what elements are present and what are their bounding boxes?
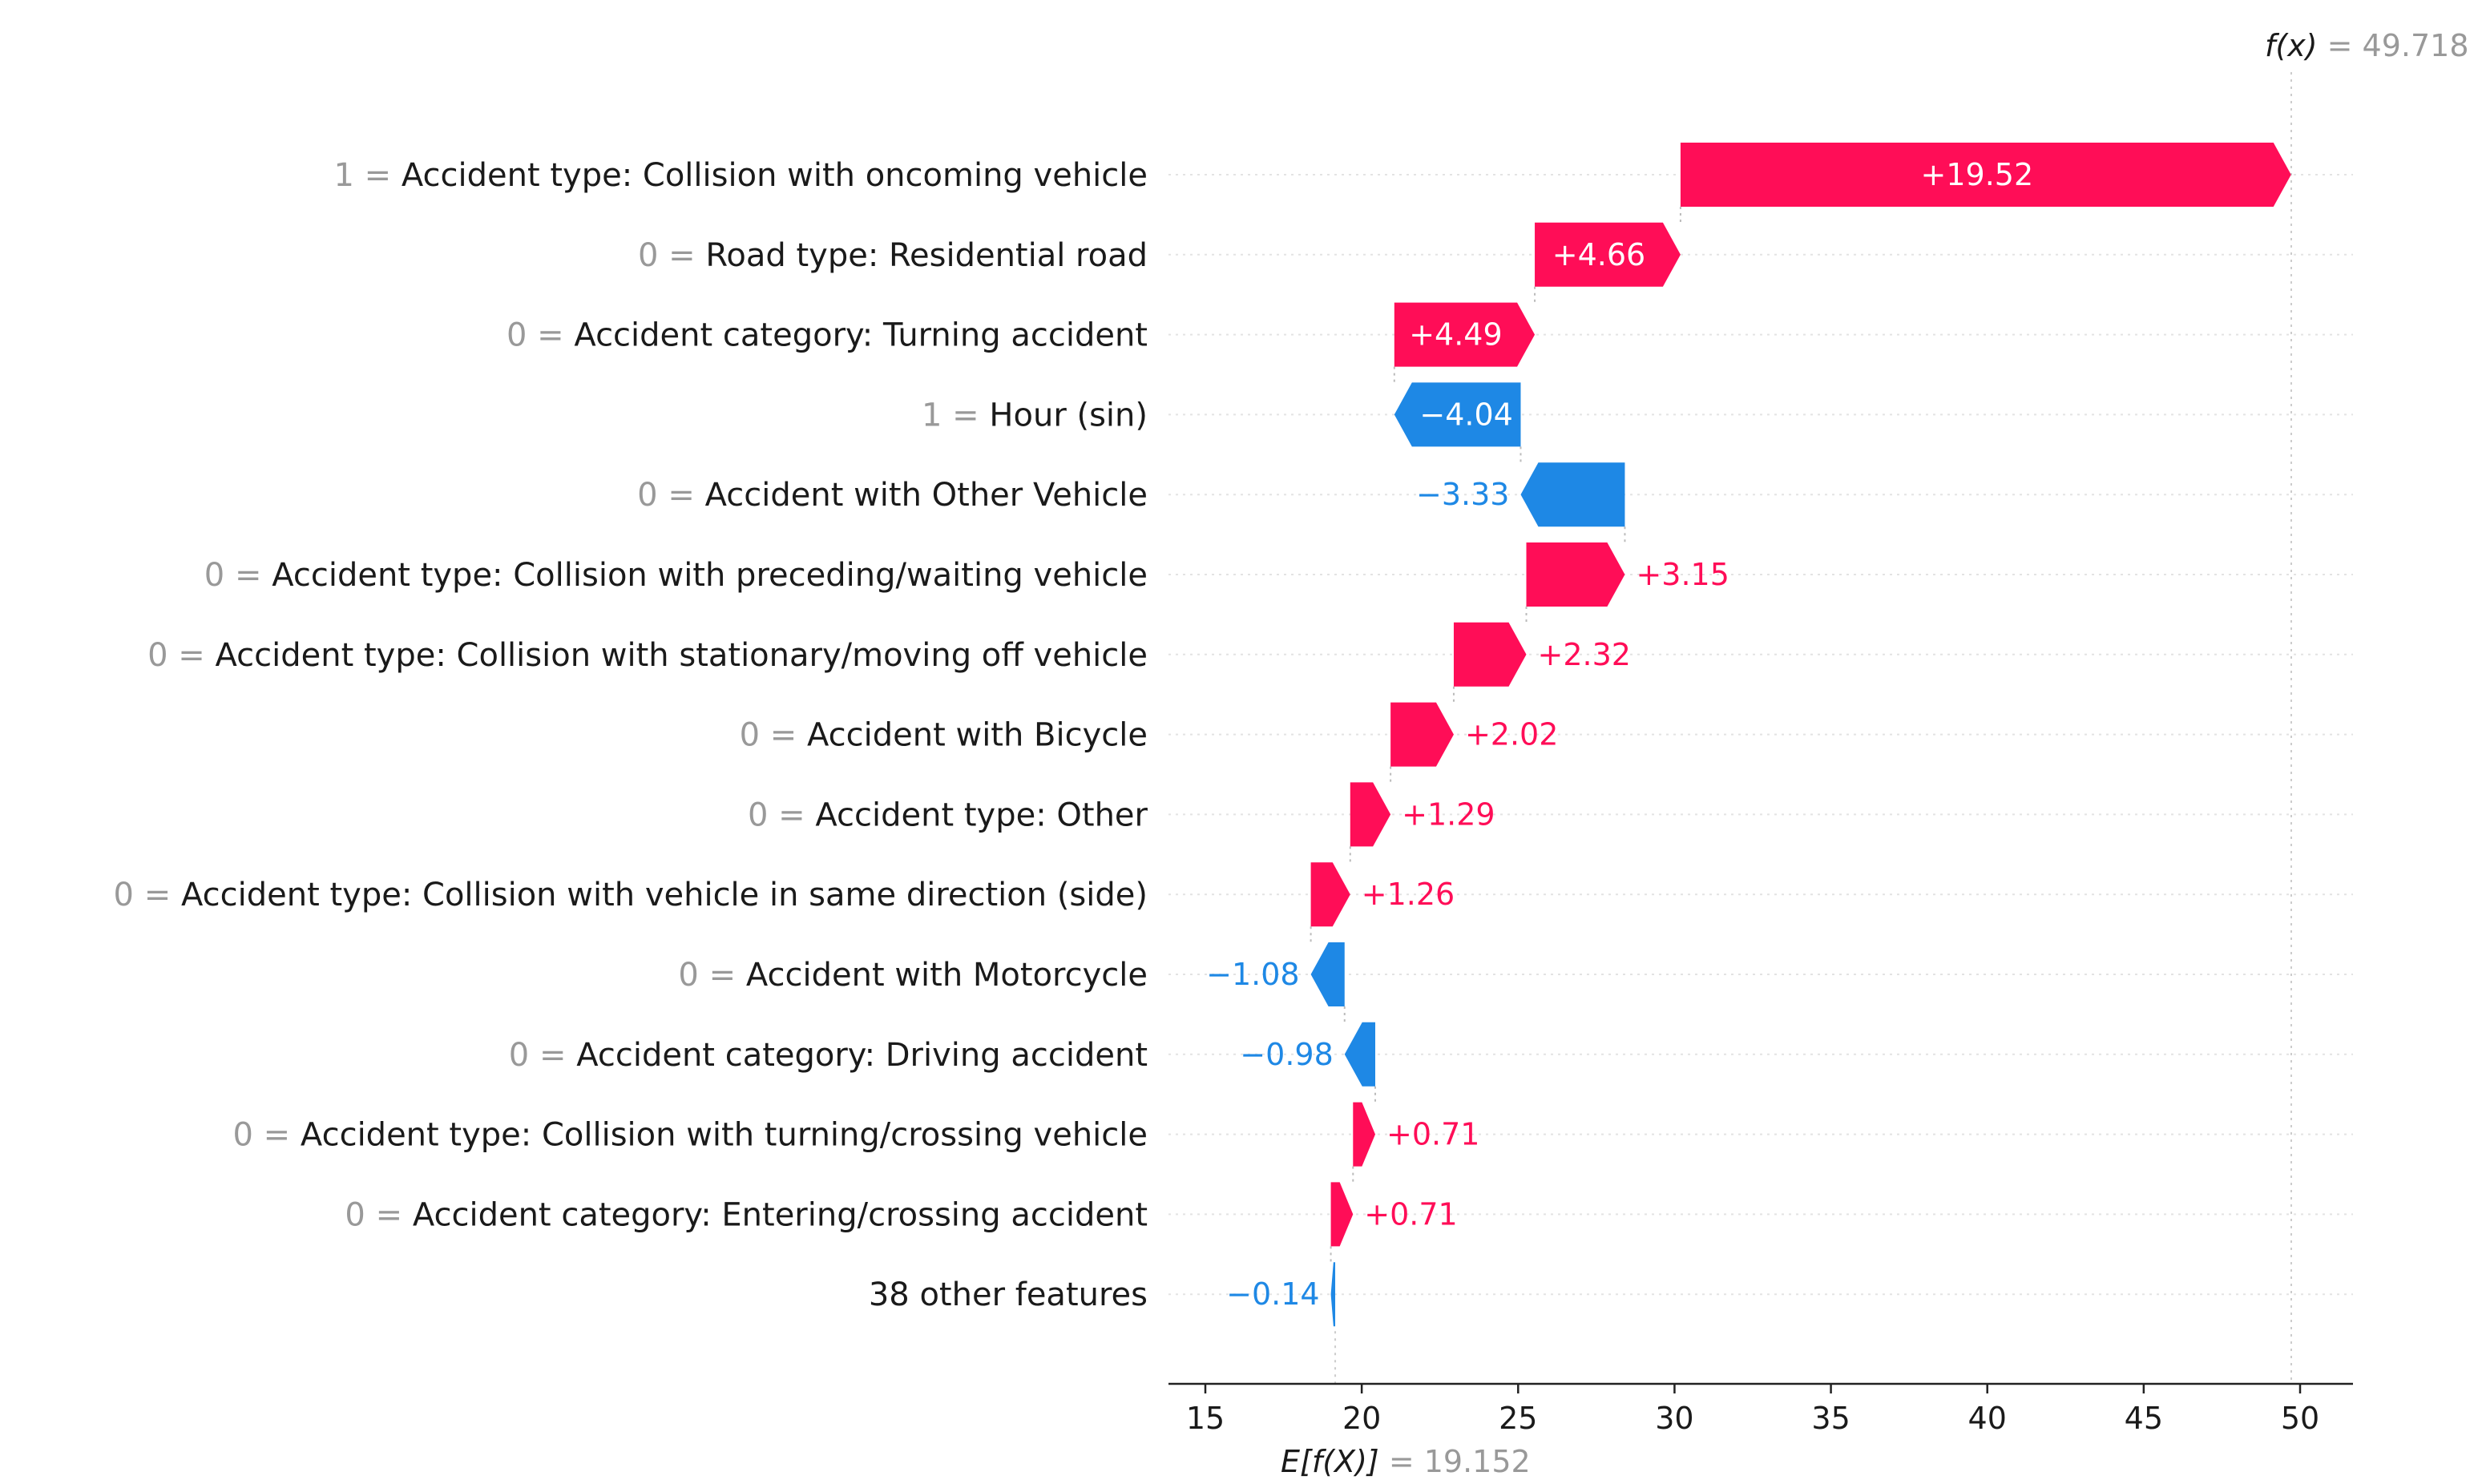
bar-value-label: −1.08 — [1206, 957, 1299, 992]
shap-bar — [1330, 1182, 1354, 1247]
base-value-label: E[f(X)] — [1281, 1444, 1389, 1479]
feature-label: 1 = Accident type: Collision with oncomi… — [333, 157, 1148, 194]
feature-label: 0 = Road type: Residential road — [638, 237, 1148, 274]
feature-name: Hour (sin) — [989, 397, 1148, 434]
feature-value: 0 = — [740, 717, 807, 754]
shap-bar — [1680, 143, 2291, 207]
feature-name: 38 other features — [869, 1276, 1148, 1313]
output-value-text: = 49.718 — [2327, 28, 2469, 63]
shap-bar — [1353, 1102, 1376, 1167]
feature-value: 0 = — [638, 237, 705, 274]
x-tick-label: 30 — [1655, 1401, 1693, 1436]
feature-value: 0 = — [678, 957, 745, 994]
bar-value-label: +1.26 — [1362, 877, 1455, 912]
shap-bar — [1310, 942, 1345, 1006]
x-tick-label: 40 — [1968, 1401, 2007, 1436]
output-annotation: f(x) = 49.718 — [2265, 28, 2469, 63]
feature-label: 0 = Accident type: Collision with preced… — [204, 557, 1148, 594]
feature-value: 0 = — [233, 1117, 301, 1154]
feature-name: Accident type: Collision with vehicle in… — [181, 877, 1148, 913]
feature-value: 0 = — [147, 637, 215, 674]
connector-layer — [1310, 72, 2292, 1384]
bar-value-label: −4.04 — [1419, 397, 1512, 432]
feature-name: Accident type: Other — [815, 796, 1148, 833]
feature-value: 0 = — [204, 557, 272, 594]
feature-name: Accident with Bicycle — [807, 717, 1148, 754]
bar-value-label: −3.33 — [1416, 477, 1509, 512]
feature-label: 0 = Accident with Bicycle — [740, 717, 1148, 754]
feature-value: 0 = — [345, 1196, 412, 1233]
base-value-text: = 19.152 — [1389, 1444, 1531, 1479]
x-axis: 15 20 25 30 35 40 45 50 E[f(X)] = 19.152 — [1168, 1382, 2353, 1479]
x-tick-label: 15 — [1186, 1401, 1225, 1436]
bar-value-label: +2.02 — [1465, 717, 1558, 752]
output-value-annotation: f(x) = 49.718 — [2265, 28, 2469, 63]
feature-label: 0 = Accident with Motorcycle — [678, 957, 1148, 994]
x-tick-label: 35 — [1811, 1401, 1850, 1436]
feature-label: 0 = Accident with Other Vehicle — [637, 477, 1148, 514]
shap-bar — [1344, 1022, 1376, 1087]
shap-bar — [1310, 862, 1350, 927]
feature-label: 1 = Hour (sin) — [922, 397, 1148, 434]
bars-layer: +19.52 +4.66 +4.49 −4.04 −3.33 +3.15 +2.32 +2.0… — [1206, 143, 2291, 1327]
shap-bar — [1535, 222, 1681, 287]
bar-value-label: −0.14 — [1226, 1276, 1319, 1312]
bar-value-label: +2.32 — [1538, 637, 1631, 672]
feature-value: 1 = — [922, 397, 989, 434]
bar-value-label: −0.98 — [1240, 1037, 1333, 1072]
feature-label: 38 other features — [869, 1276, 1148, 1313]
feature-labels: 1 = Accident type: Collision with oncomi… — [114, 157, 1148, 1313]
feature-label: 0 = Accident category: Driving accident — [509, 1037, 1148, 1074]
feature-label: 0 = Accident type: Collision with statio… — [147, 637, 1148, 674]
bar-value-label: +0.71 — [1364, 1196, 1457, 1232]
feature-value: 0 = — [637, 477, 704, 514]
bar-value-label: +19.52 — [1921, 157, 2034, 192]
bar-value-label: +1.29 — [1402, 796, 1495, 832]
shap-bar — [1330, 1262, 1336, 1327]
feature-name: Accident type: Collision with stationary… — [215, 637, 1148, 674]
feature-label: 0 = Accident type: Other — [748, 796, 1148, 833]
bar-value-label: +3.15 — [1636, 557, 1729, 592]
x-tick-label: 45 — [2125, 1401, 2163, 1436]
feature-value: 0 = — [507, 317, 574, 354]
bar-value-label: +4.49 — [1409, 317, 1502, 353]
grid-layer — [1168, 174, 2353, 1296]
feature-name: Accident type: Collision with oncoming v… — [402, 157, 1148, 194]
output-value-label: f(x) — [2265, 28, 2327, 63]
feature-name: Accident category: Driving accident — [576, 1037, 1148, 1074]
shap-bar — [1526, 542, 1625, 607]
shap-bar — [1394, 382, 1521, 447]
bar-value-label: +4.66 — [1552, 237, 1645, 272]
base-value-annotation: E[f(X)] = 19.152 — [1281, 1444, 1531, 1479]
feature-value: 0 = — [748, 796, 815, 833]
feature-name: Road type: Residential road — [705, 237, 1148, 274]
shap-bar — [1520, 462, 1625, 527]
feature-value: 0 = — [114, 877, 181, 913]
feature-value: 0 = — [509, 1037, 576, 1074]
feature-label: 0 = Accident type: Collision with vehicl… — [114, 877, 1148, 913]
shap-bar — [1350, 782, 1391, 847]
feature-name: Accident category: Entering/crossing acc… — [413, 1196, 1148, 1233]
x-tick-label: 50 — [2281, 1401, 2319, 1436]
shap-bar — [1394, 302, 1536, 367]
feature-label: 0 = Accident category: Entering/crossing… — [345, 1196, 1148, 1233]
shap-bar — [1390, 702, 1454, 767]
feature-label: 0 = Accident category: Turning accident — [507, 317, 1148, 354]
bar-value-label: +0.71 — [1386, 1117, 1479, 1152]
x-tick-label: 20 — [1342, 1401, 1381, 1436]
feature-name: Accident type: Collision with preceding/… — [272, 557, 1148, 594]
x-tick-label: 25 — [1499, 1401, 1537, 1436]
shap-bar — [1453, 622, 1527, 687]
feature-name: Accident with Motorcycle — [746, 957, 1148, 994]
feature-name: Accident category: Turning accident — [574, 317, 1148, 354]
feature-name: Accident type: Collision with turning/cr… — [301, 1117, 1148, 1154]
feature-value: 1 = — [333, 157, 401, 194]
feature-name: Accident with Other Vehicle — [705, 477, 1148, 514]
feature-label: 0 = Accident type: Collision with turnin… — [233, 1117, 1148, 1154]
